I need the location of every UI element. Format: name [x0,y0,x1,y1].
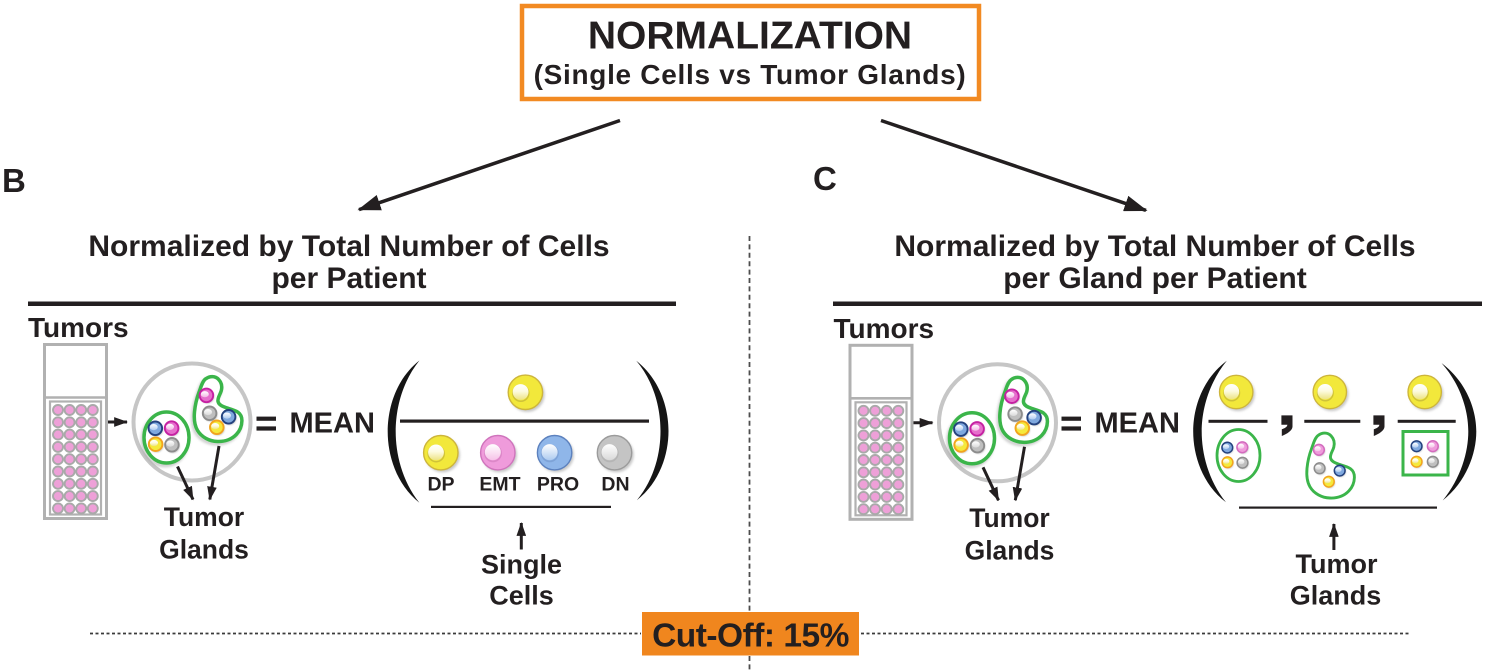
svg-text:B: B [2,162,26,199]
svg-text:Cut-Off: 15%: Cut-Off: 15% [652,618,849,655]
svg-text:DN: DN [601,474,629,496]
svg-text:Tumor: Tumor [1296,549,1378,579]
svg-text:DP: DP [427,474,454,496]
svg-text:EMT: EMT [479,474,520,496]
svg-text:NORMALIZATION: NORMALIZATION [588,15,912,58]
svg-text:Normalized by Total Number of: Normalized by Total Number of Cells [88,230,609,263]
svg-text:Cells: Cells [489,580,554,610]
svg-text:Glands: Glands [1290,580,1382,610]
svg-text:PRO: PRO [537,474,579,496]
svg-text:MEAN: MEAN [1095,408,1180,440]
svg-text:Normalized by Total Number of: Normalized by Total Number of Cells [894,230,1415,263]
svg-text:per Patient: per Patient [271,262,426,295]
svg-text:(Single Cells vs Tumor Glands): (Single Cells vs Tumor Glands) [534,59,967,90]
svg-text:MEAN: MEAN [290,408,375,440]
svg-text:per Gland per Patient: per Gland per Patient [1003,262,1306,295]
svg-text:C: C [813,160,837,197]
svg-text:Single: Single [481,550,562,580]
